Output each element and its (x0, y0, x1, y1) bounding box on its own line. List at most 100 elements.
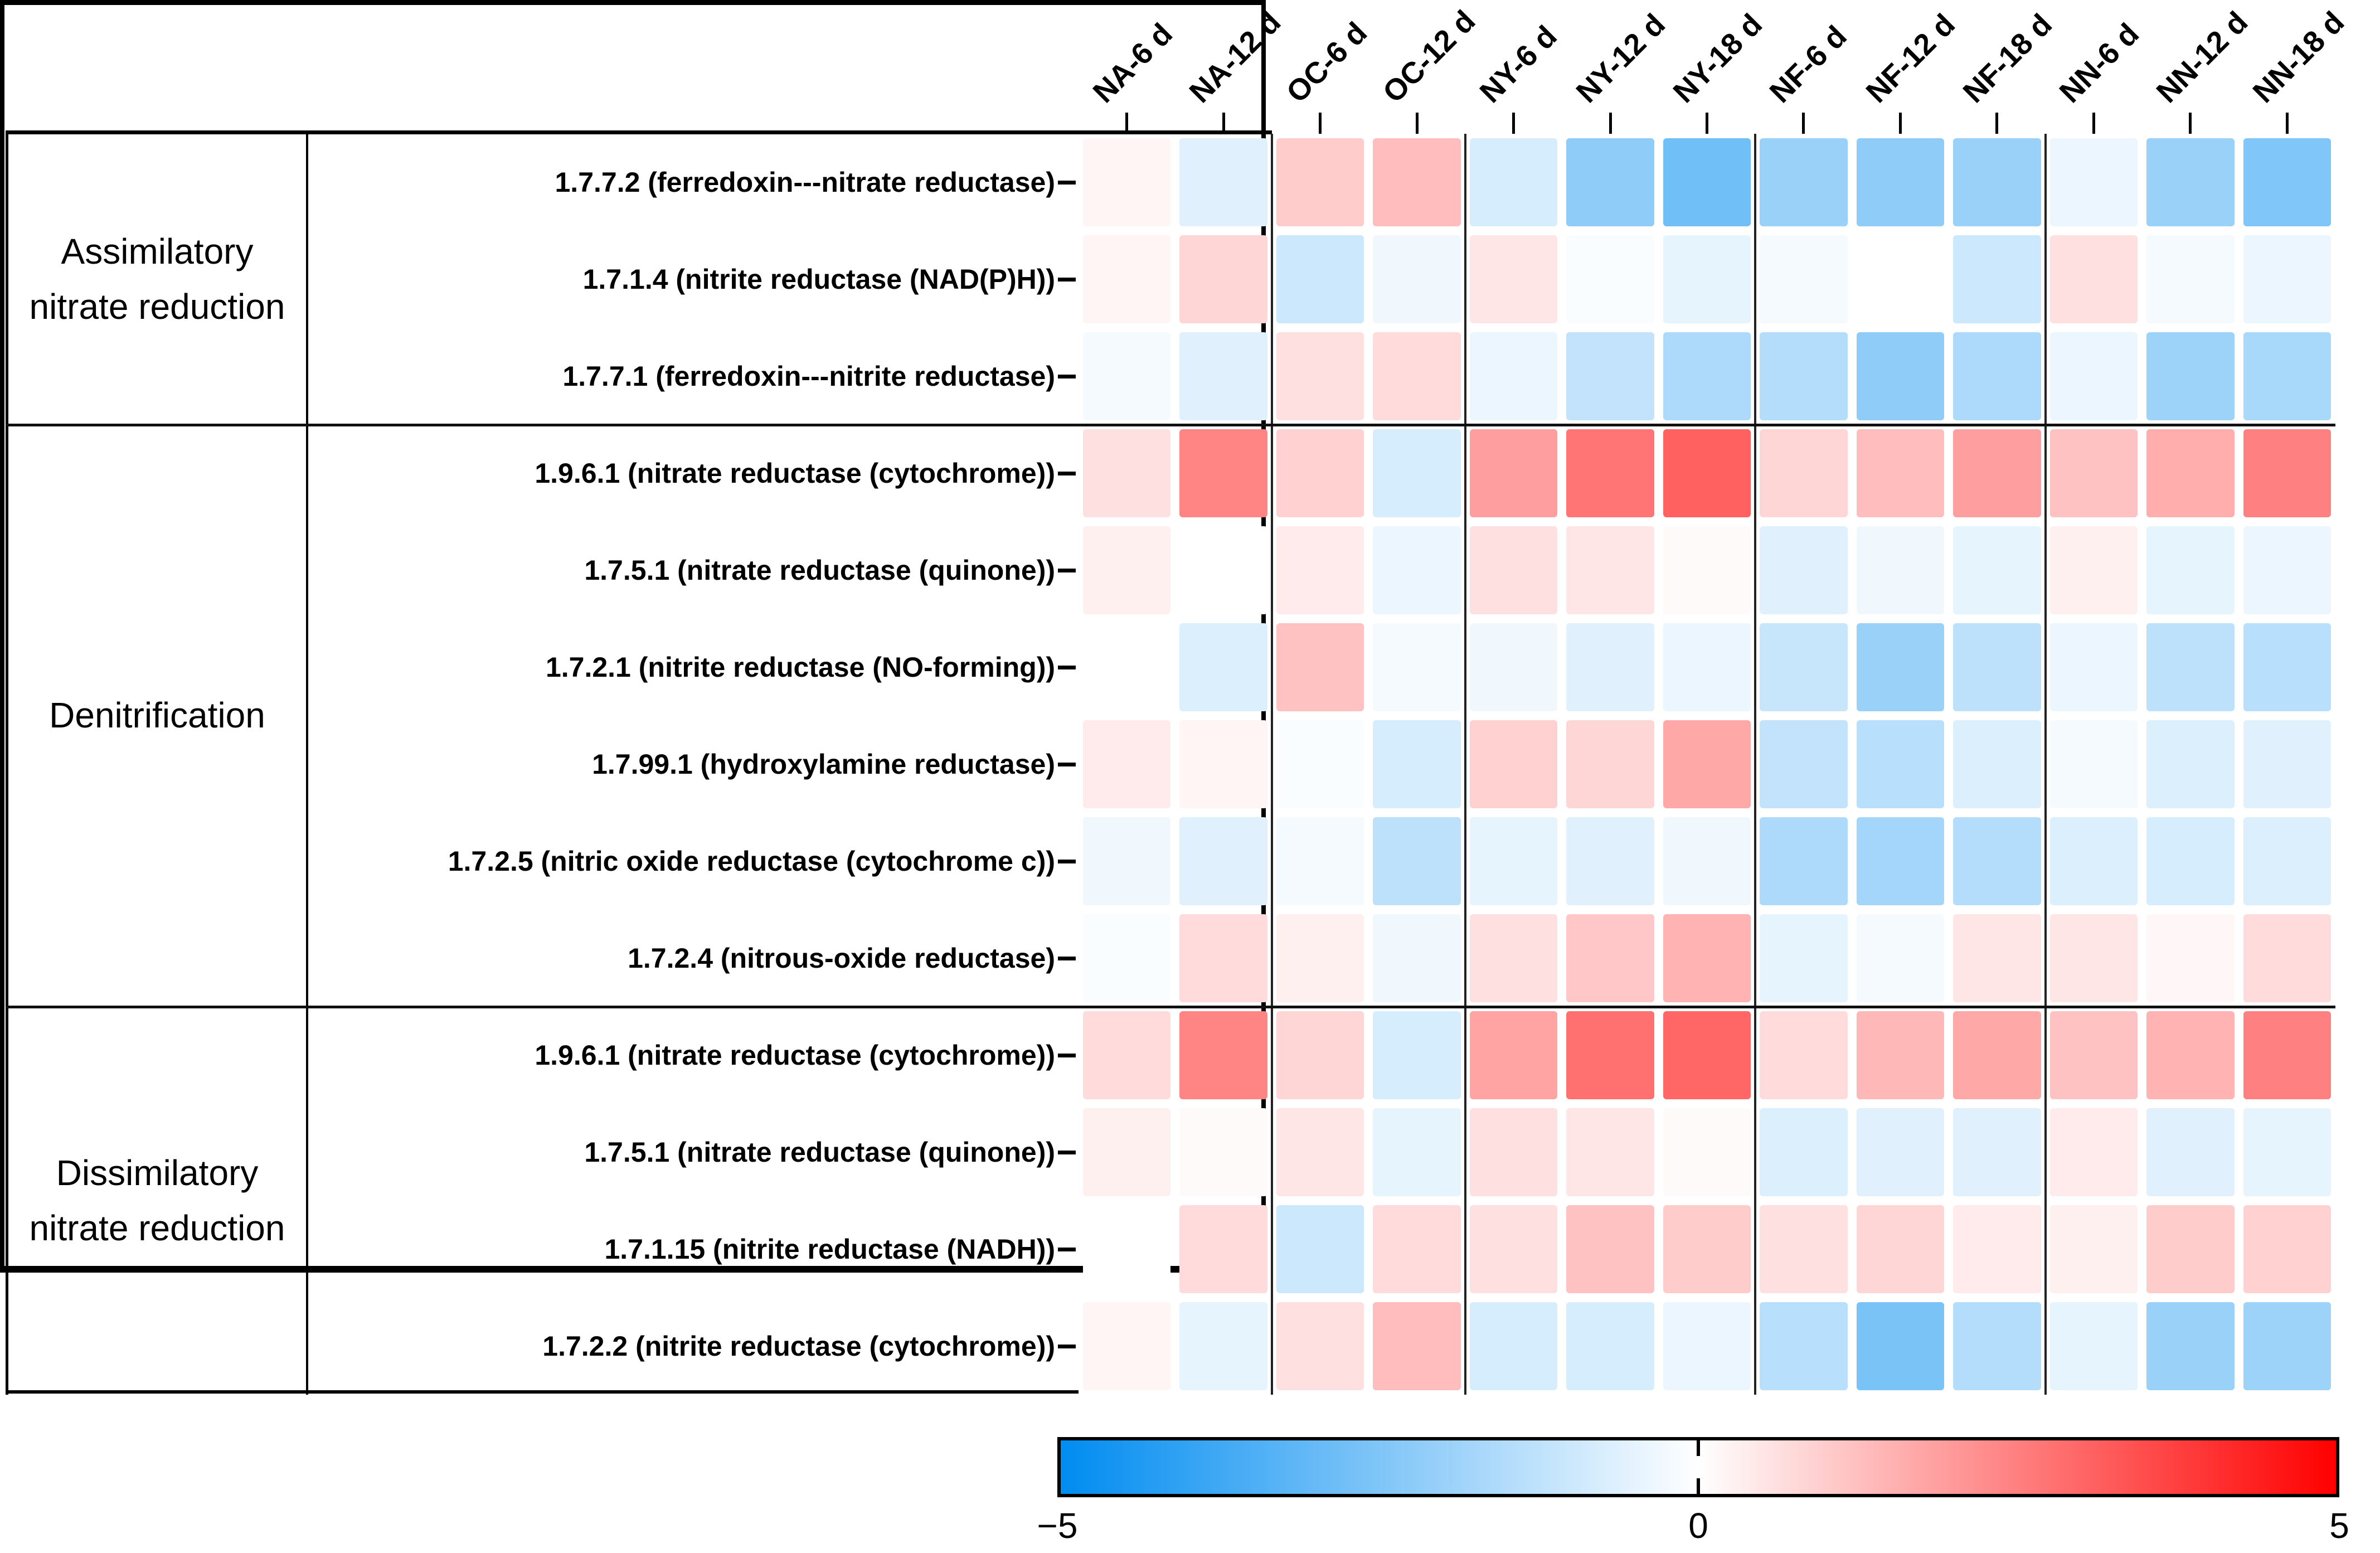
heatmap-cell (1953, 1205, 2041, 1293)
heatmap-cell (2243, 235, 2331, 323)
heatmap-cell (2243, 623, 2331, 711)
heatmap-cell (1953, 623, 2041, 711)
heatmap-cell (1083, 429, 1171, 517)
heatmap-cell (1760, 235, 1848, 323)
enzyme-row-label: 1.7.2.2 (nitrite reductase (cytochrome)) (542, 1331, 1055, 1362)
row-tick (1058, 1344, 1076, 1348)
heatmap-cell (1276, 914, 1364, 1002)
column-tick (1802, 113, 1805, 134)
heatmap-cell (2146, 429, 2235, 517)
heatmap-cell (1760, 914, 1848, 1002)
heatmap-cell (1179, 720, 1267, 808)
heatmap-cell (1663, 623, 1751, 711)
heatmap-cell (2243, 720, 2331, 808)
heatmap-cell (1760, 1205, 1848, 1293)
heatmap-cell (1373, 332, 1461, 420)
heatmap-cell (1179, 429, 1267, 517)
heatmap-cell (2146, 720, 2235, 808)
heatmap-cell (2146, 1011, 2235, 1099)
row-tick (1058, 1053, 1076, 1057)
colorbar-max-label: 5 (2329, 1506, 2349, 1546)
heatmap-cell (2049, 1108, 2138, 1196)
heatmap-cell (1373, 1302, 1461, 1390)
row-group-separator (6, 1005, 2335, 1008)
heatmap-cell (1566, 720, 1654, 808)
table-border-bottom (6, 1390, 1079, 1394)
row-tick (1058, 1247, 1076, 1251)
pathway-group-label: Denitrification (8, 425, 306, 1007)
heatmap-cell (1373, 1108, 1461, 1196)
enzyme-row-label: 1.7.7.2 (ferredoxin---nitrate reductase) (555, 167, 1056, 198)
heatmap-cell (1663, 1205, 1751, 1293)
row-tick (1058, 956, 1076, 960)
heatmap-cell (1083, 235, 1171, 323)
column-tick (1512, 113, 1516, 134)
heatmap-cell (1856, 720, 1945, 808)
heatmap-cell (2243, 526, 2331, 614)
heatmap-cell (2049, 526, 2138, 614)
enzyme-row-label: 1.7.2.1 (nitrite reductase (NO-forming)) (545, 652, 1055, 683)
heatmap-cell (1469, 332, 1558, 420)
table-border-left (6, 134, 8, 1395)
heatmap-cell (2146, 235, 2235, 323)
heatmap-cell (2049, 138, 2138, 226)
heatmap-cell (2243, 914, 2331, 1002)
heatmap-cell (1663, 720, 1751, 808)
heatmap-cell (1373, 526, 1461, 614)
enzyme-row-label: 1.7.7.1 (ferredoxin---nitrite reductase) (562, 361, 1055, 392)
heatmap-cell (1469, 720, 1558, 808)
heatmap-cell (1760, 526, 1848, 614)
enzyme-row-label: 1.7.1.4 (nitrite reductase (NAD(P)H)) (582, 264, 1055, 295)
row-tick (1058, 277, 1076, 282)
heatmap-cell (1760, 817, 1848, 905)
heatmap-cell (1856, 332, 1945, 420)
heatmap-cell (1276, 817, 1364, 905)
heatmap-cell (1083, 138, 1171, 226)
heatmap-cell (1566, 1108, 1654, 1196)
heatmap-cell (1856, 1302, 1945, 1390)
heatmap-cell (1179, 1302, 1267, 1390)
heatmap-cell (1953, 1011, 2041, 1099)
heatmap-cell (1179, 623, 1267, 711)
heatmap-cell (1373, 1205, 1461, 1293)
heatmap-cell (1373, 235, 1461, 323)
heatmap-cell (1469, 623, 1558, 711)
colorbar-mid-tick-bottom (1697, 1478, 1700, 1494)
heatmap-cell (1760, 1011, 1848, 1099)
heatmap-cell (2243, 1302, 2331, 1390)
heatmap-cell (1760, 138, 1848, 226)
heatmap-cell (1083, 914, 1171, 1002)
row-tick (1058, 665, 1076, 669)
heatmap-cell (1179, 1011, 1267, 1099)
heatmap-cell (1856, 429, 1945, 517)
heatmap-cell (1663, 1302, 1751, 1390)
pathway-group-label-text: Denitrification (49, 695, 265, 736)
column-group-separator (1754, 134, 1757, 1395)
heatmap-cell (1276, 429, 1364, 517)
heatmap-cell (1663, 526, 1751, 614)
heatmap-cell (1083, 623, 1171, 711)
heatmap-cell (1953, 720, 2041, 808)
heatmap-cell (2049, 1205, 2138, 1293)
heatmap-cell (1856, 817, 1945, 905)
heatmap-cell (1663, 914, 1751, 1002)
heatmap-cell (1469, 235, 1558, 323)
pathway-group-label-text: Assimilatory nitrate reduction (29, 231, 285, 327)
heatmap-cell (2146, 332, 2235, 420)
heatmap-cell (1083, 1205, 1171, 1293)
heatmap-cell (1469, 1108, 1558, 1196)
row-tick (1058, 471, 1076, 475)
heatmap-cell (1953, 235, 2041, 323)
row-tick (1058, 859, 1076, 863)
colorbar-mid-tick-top (1697, 1440, 1700, 1456)
heatmap-cell (2049, 332, 2138, 420)
heatmap-cell (2146, 1205, 2235, 1293)
heatmap-cell (1856, 623, 1945, 711)
table-border-top (6, 130, 1272, 134)
heatmap-cell (2146, 1108, 2235, 1196)
heatmap-cell (1953, 138, 2041, 226)
heatmap-cell (1179, 526, 1267, 614)
heatmap-cell (2049, 1011, 2138, 1099)
heatmap-cell (1083, 720, 1171, 808)
heatmap-cell (1469, 429, 1558, 517)
